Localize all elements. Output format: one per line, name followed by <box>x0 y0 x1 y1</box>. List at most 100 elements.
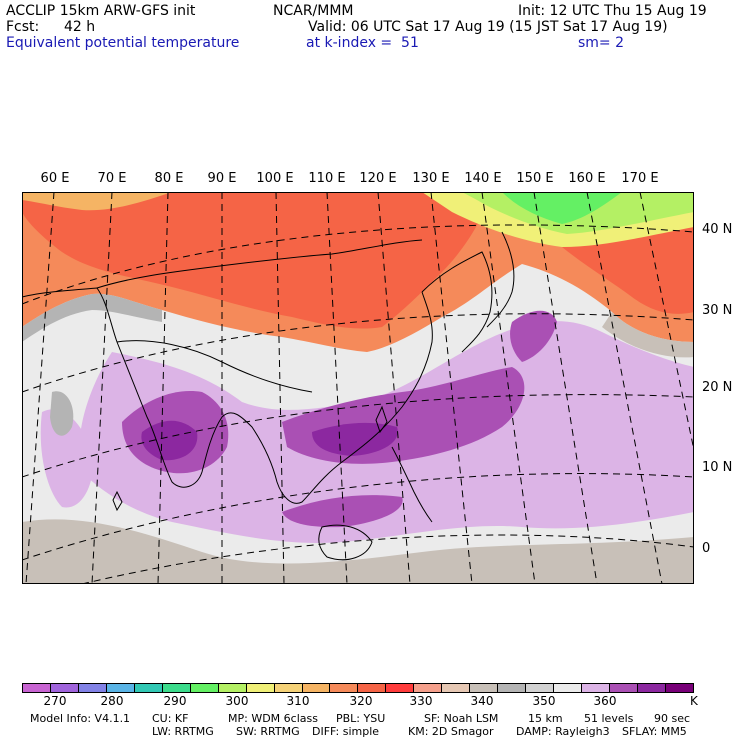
map-frame <box>22 192 694 584</box>
colorbar-tick: 330 <box>409 694 433 708</box>
lon-label: 90 E <box>207 171 237 186</box>
longitude-line <box>275 192 285 584</box>
hot-band <box>22 192 492 329</box>
colorbar-unit: K <box>690 694 698 708</box>
lon-label: 110 E <box>308 171 346 186</box>
sf-scheme: SF: Noah LSM <box>424 712 499 725</box>
lon-label: 70 E <box>97 171 127 186</box>
km-scheme: KM: 2D Smagor <box>408 725 494 738</box>
border <box>96 239 423 289</box>
colorbar-swatch <box>637 684 666 692</box>
forecast-label: Fcst: <box>6 19 40 35</box>
colorbar-swatch <box>134 684 163 692</box>
coastline <box>486 231 515 328</box>
grey-india <box>50 391 74 436</box>
colorbar-swatch <box>78 684 107 692</box>
lon-label: 130 E <box>412 171 450 186</box>
colorbar-tick: 280 <box>100 694 124 708</box>
pbl-scheme: PBL: YSU <box>336 712 386 725</box>
valid-time: Valid: 06 UTC Sat 17 Aug 19 (15 JST Sat … <box>308 19 668 35</box>
lat-label: 10 N <box>702 460 733 475</box>
colorbar <box>22 683 694 693</box>
grey-band-east <box>602 312 694 358</box>
lon-label: 140 E <box>464 171 502 186</box>
dark-purple-core <box>141 420 198 461</box>
lon-label: 60 E <box>40 171 70 186</box>
latitude-line <box>22 313 694 393</box>
mp-scheme: MP: WDM 6class <box>228 712 318 725</box>
lw-scheme: LW: RRTMG <box>152 725 214 738</box>
colorbar-swatch <box>610 684 638 692</box>
island-sri-lanka <box>112 490 123 512</box>
colorbar-swatch <box>274 684 303 692</box>
coastlines <box>22 231 515 561</box>
colorbar-tick: 350 <box>532 694 556 708</box>
longitude-line <box>157 192 169 584</box>
colorbar-tick: 290 <box>163 694 187 708</box>
sflay-scheme: SFLAY: MM5 <box>622 725 687 738</box>
colorbar-tick: 270 <box>43 694 67 708</box>
colorbar-swatch <box>190 684 219 692</box>
graticule <box>22 192 694 584</box>
forecast-hour: 42 h <box>64 19 96 35</box>
lat-label: 30 N <box>702 303 733 318</box>
lat-label: 0 <box>702 541 711 556</box>
model-version: Model Info: V4.1.1 <box>30 712 131 725</box>
colorbar-swatch <box>470 684 499 692</box>
colorbar-swatch <box>106 684 135 692</box>
island-philippines <box>391 446 433 523</box>
lon-label: 100 E <box>256 171 294 186</box>
lavender-west <box>40 409 93 508</box>
theta-e-map <box>22 192 694 584</box>
lon-label: 160 E <box>568 171 606 186</box>
colorbar-swatch <box>386 684 415 692</box>
colorbar-swatch <box>414 684 443 692</box>
lat-label: 20 N <box>702 380 733 395</box>
colorbar-tick: 300 <box>225 694 249 708</box>
latitude-line <box>22 473 694 561</box>
field-name: Equivalent potential temperature <box>6 35 240 51</box>
longitude-line <box>481 192 536 584</box>
model-title: ACCLIP 15km ARW-GFS init <box>6 3 196 19</box>
coastline <box>22 287 433 504</box>
colorbar-swatch <box>330 684 359 692</box>
longitude-line <box>377 192 411 584</box>
colorbar-swatch <box>23 684 51 692</box>
lon-label: 170 E <box>621 171 659 186</box>
colorbar-tick: 340 <box>470 694 494 708</box>
colorbar-tick: 360 <box>593 694 617 708</box>
grey-south <box>22 519 694 584</box>
longitude-line <box>25 192 55 584</box>
colorbar-swatch <box>442 684 471 692</box>
colorbar-swatch <box>526 684 555 692</box>
grey-band <box>22 293 162 342</box>
damp-scheme: DAMP: Rayleigh3 <box>516 725 610 738</box>
latitude-line <box>22 394 694 478</box>
coastline <box>421 251 493 353</box>
lat-label: 40 N <box>702 222 733 237</box>
latitude-line <box>81 534 694 584</box>
lon-label: 120 E <box>359 171 397 186</box>
colorbar-tick: 320 <box>349 694 373 708</box>
colorbar-swatch <box>302 684 331 692</box>
resolution: 15 km <box>528 712 563 725</box>
longitude-line <box>586 192 663 584</box>
island-borneo <box>318 524 373 561</box>
colorbar-tick: 310 <box>286 694 310 708</box>
smoothing-value: sm= 2 <box>578 35 625 51</box>
colorbar-swatch <box>50 684 79 692</box>
purple-south <box>282 495 403 528</box>
sw-scheme: SW: RRTMG <box>236 725 300 738</box>
levels: 51 levels <box>584 712 634 725</box>
organization: NCAR/MMM <box>273 3 354 19</box>
colorbar-swatch <box>665 684 693 692</box>
init-time: Init: 12 UTC Thu 15 Aug 19 <box>518 3 707 19</box>
cool-green <box>502 192 622 224</box>
longitude-line <box>430 192 473 584</box>
longitude-line <box>326 192 348 584</box>
longitude-line <box>639 192 694 453</box>
diff-scheme: DIFF: simple <box>312 725 380 738</box>
colorbar-swatch <box>582 684 611 692</box>
colorbar-swatch <box>554 684 583 692</box>
colorbar-swatch <box>162 684 191 692</box>
